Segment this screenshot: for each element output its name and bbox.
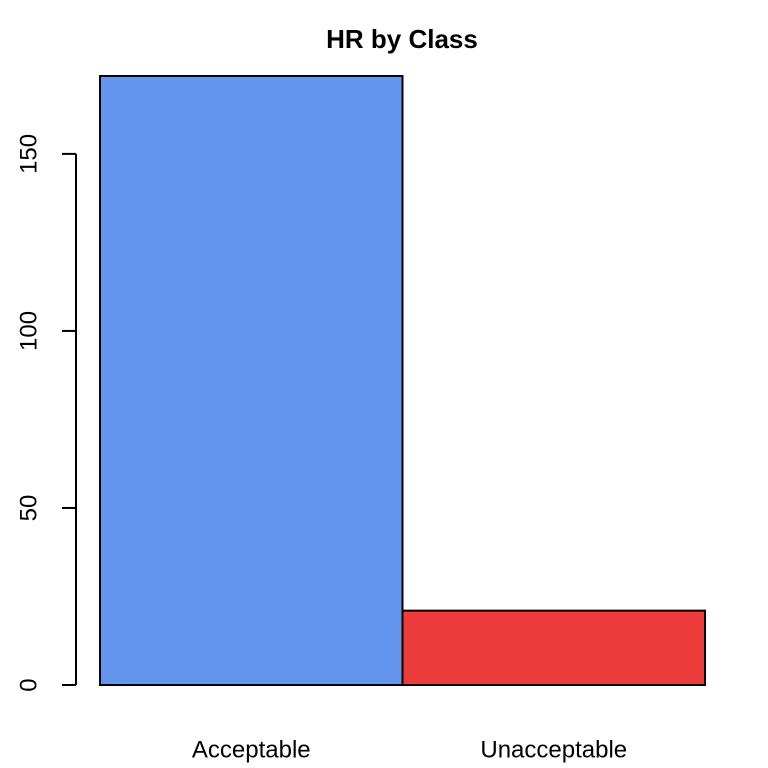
bar — [401, 609, 706, 686]
x-tick-label: Acceptable — [192, 736, 311, 763]
bar — [99, 75, 404, 686]
x-tick-label: Unacceptable — [480, 736, 627, 763]
y-tick-label: 150 — [15, 134, 42, 174]
chart-title: HR by Class — [326, 24, 478, 54]
y-tick-label: 50 — [15, 495, 42, 522]
y-tick-label: 100 — [15, 311, 42, 351]
y-tick-label: 0 — [15, 678, 42, 691]
